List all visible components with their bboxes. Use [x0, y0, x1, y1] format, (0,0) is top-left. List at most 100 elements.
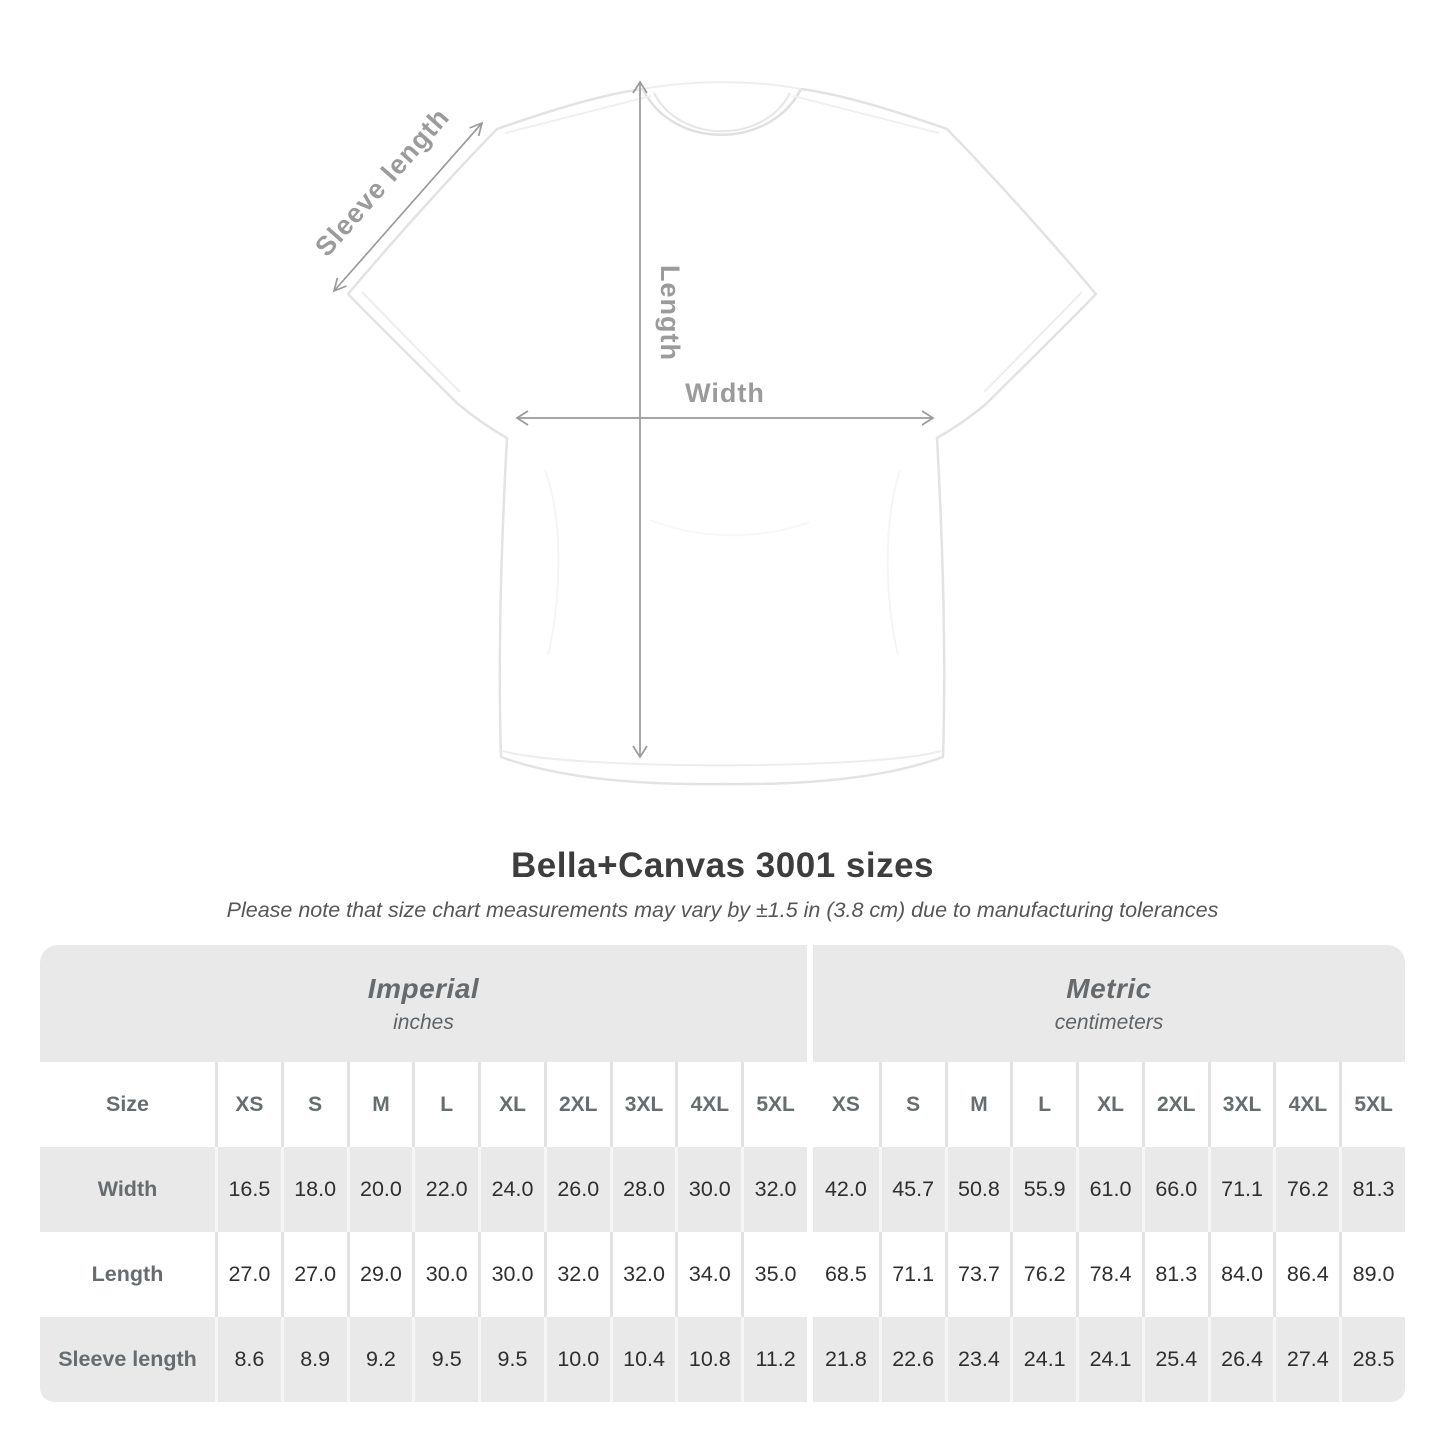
tshirt-illustration	[346, 81, 1098, 786]
measurement-cell: 81.3	[1339, 1147, 1405, 1232]
size-col-header: 2XL	[1141, 1062, 1208, 1147]
size-col-header: S	[280, 1062, 347, 1147]
measurement-cell: 24.0	[478, 1147, 544, 1232]
size-col-header: M	[944, 1062, 1011, 1147]
measurement-cell: 9.5	[412, 1317, 479, 1402]
measurement-cell: 61.0	[1076, 1147, 1142, 1232]
measurement-cell: 10.4	[609, 1317, 676, 1402]
column-gap	[807, 1317, 813, 1402]
length-row: Length 27.0 27.0 29.0 30.0 30.0 32.0 32.…	[40, 1232, 1405, 1317]
row-label: Length	[91, 1262, 164, 1286]
size-col-header: 3XL	[609, 1062, 676, 1147]
measurement-cell: 8.9	[280, 1317, 347, 1402]
size-col-header: 5XL	[741, 1062, 807, 1147]
size-col-header: S	[878, 1062, 945, 1147]
length-label: Length	[655, 265, 685, 361]
measurement-cell: 23.4	[944, 1317, 1011, 1402]
column-gap	[807, 1062, 813, 1147]
measurement-cell: 55.9	[1010, 1147, 1077, 1232]
measurement-cell: 32.0	[609, 1232, 676, 1317]
measurement-cell: 21.8	[813, 1317, 879, 1402]
size-col-header: L	[412, 1062, 478, 1147]
size-col-header: XS	[831, 1092, 860, 1116]
measurement-cell: 24.1	[1076, 1317, 1142, 1402]
measurement-cell: 34.0	[675, 1232, 741, 1317]
length-arrow	[632, 80, 648, 759]
metric-header-title: Metric	[1066, 972, 1152, 1004]
measurement-cell: 32.0	[741, 1147, 807, 1232]
size-col-header: 3XL	[1207, 1062, 1274, 1147]
measurement-cell: 76.2	[1273, 1147, 1340, 1232]
size-col-header: XL	[1076, 1062, 1142, 1147]
column-gap	[807, 1147, 813, 1232]
measurement-cell: 26.0	[543, 1147, 610, 1232]
size-col-header: 4XL	[1273, 1062, 1339, 1147]
tshirt-diagram-svg: Sleeve length Length Width	[309, 80, 1098, 786]
measurement-cell: 10.8	[675, 1317, 742, 1402]
column-gap	[807, 1232, 813, 1317]
measurement-cell: 50.8	[944, 1147, 1011, 1232]
sleeve-length-arrow	[332, 121, 484, 293]
sleeve-length-row: Sleeve length 8.6 8.9 9.2 9.5 9.5 10.0 1…	[40, 1317, 1405, 1402]
size-col-header: XL	[478, 1062, 544, 1147]
measurement-cell: 73.7	[944, 1232, 1011, 1317]
imperial-header: Imperial inches	[40, 945, 807, 1062]
measurement-cell: 28.5	[1339, 1317, 1405, 1402]
size-col-header: M	[346, 1062, 413, 1147]
unit-group-header-row: Imperial inches Metric centimeters	[40, 945, 1405, 1062]
measurement-cell: 71.1	[1207, 1147, 1274, 1232]
measurement-cell: 66.0	[1141, 1147, 1208, 1232]
size-col-header: 4XL	[675, 1062, 741, 1147]
measurement-cell: 29.0	[346, 1232, 413, 1317]
measurement-cell: 28.0	[609, 1147, 676, 1232]
measurement-cell: 42.0	[813, 1147, 879, 1232]
metric-header: Metric centimeters	[813, 945, 1405, 1062]
measurement-cell: 30.0	[412, 1232, 478, 1317]
size-header-row: Size XS S M L XL 2XL 3XL 4XL 5XL XS S M …	[40, 1062, 1405, 1147]
measurement-cell: 9.2	[346, 1317, 413, 1402]
measurement-cell: 68.5	[824, 1262, 867, 1286]
width-label: Width	[685, 378, 765, 408]
measurement-cell: 86.4	[1273, 1232, 1339, 1317]
measurement-cell: 27.0	[215, 1232, 281, 1317]
measurement-cell: 22.6	[878, 1317, 945, 1402]
width-arrow	[515, 410, 935, 426]
title-block: Bella+Canvas 3001 sizes Please note that…	[0, 846, 1445, 923]
row-label: Width	[40, 1147, 215, 1232]
measurement-cell: 22.0	[412, 1147, 479, 1232]
measurement-cell: 45.7	[878, 1147, 945, 1232]
measurement-cell: 30.0	[478, 1232, 544, 1317]
size-col-header: L	[1010, 1062, 1076, 1147]
measurement-cell: 76.2	[1010, 1232, 1076, 1317]
imperial-header-unit: inches	[393, 1010, 454, 1034]
measurement-cell: 30.0	[675, 1147, 742, 1232]
measurement-cell: 8.6	[215, 1317, 281, 1402]
measurement-cell: 81.3	[1141, 1232, 1208, 1317]
imperial-header-title: Imperial	[367, 972, 480, 1004]
measurement-cell: 84.0	[1207, 1232, 1274, 1317]
size-col-header: XS	[215, 1062, 281, 1147]
row-label: Sleeve length	[40, 1317, 215, 1402]
measurement-cell: 18.0	[280, 1147, 347, 1232]
size-col-header: 2XL	[543, 1062, 610, 1147]
size-col-header: 5XL	[1339, 1062, 1405, 1147]
measurement-cell: 35.0	[741, 1232, 807, 1317]
measurement-cell: 20.0	[346, 1147, 413, 1232]
measurement-cell: 11.2	[741, 1317, 807, 1402]
measurement-cell: 24.1	[1010, 1317, 1077, 1402]
size-header-label: Size	[105, 1092, 150, 1116]
measurement-cell: 27.0	[280, 1232, 347, 1317]
metric-header-unit: centimeters	[1054, 1010, 1164, 1034]
size-table: Imperial inches Metric centimeters Size …	[40, 945, 1405, 1402]
measurement-cell: 9.5	[478, 1317, 544, 1402]
measurement-cell: 16.5	[215, 1147, 281, 1232]
measurement-cell: 27.4	[1273, 1317, 1340, 1402]
measurement-cell: 89.0	[1339, 1232, 1405, 1317]
tolerance-note: Please note that size chart measurements…	[226, 898, 1219, 922]
page-title: Bella+Canvas 3001 sizes	[510, 846, 935, 885]
measurement-cell: 25.4	[1141, 1317, 1208, 1402]
measurement-cell: 26.4	[1207, 1317, 1274, 1402]
width-row: Width 16.5 18.0 20.0 22.0 24.0 26.0 28.0…	[40, 1147, 1405, 1232]
measurement-cell: 32.0	[543, 1232, 610, 1317]
